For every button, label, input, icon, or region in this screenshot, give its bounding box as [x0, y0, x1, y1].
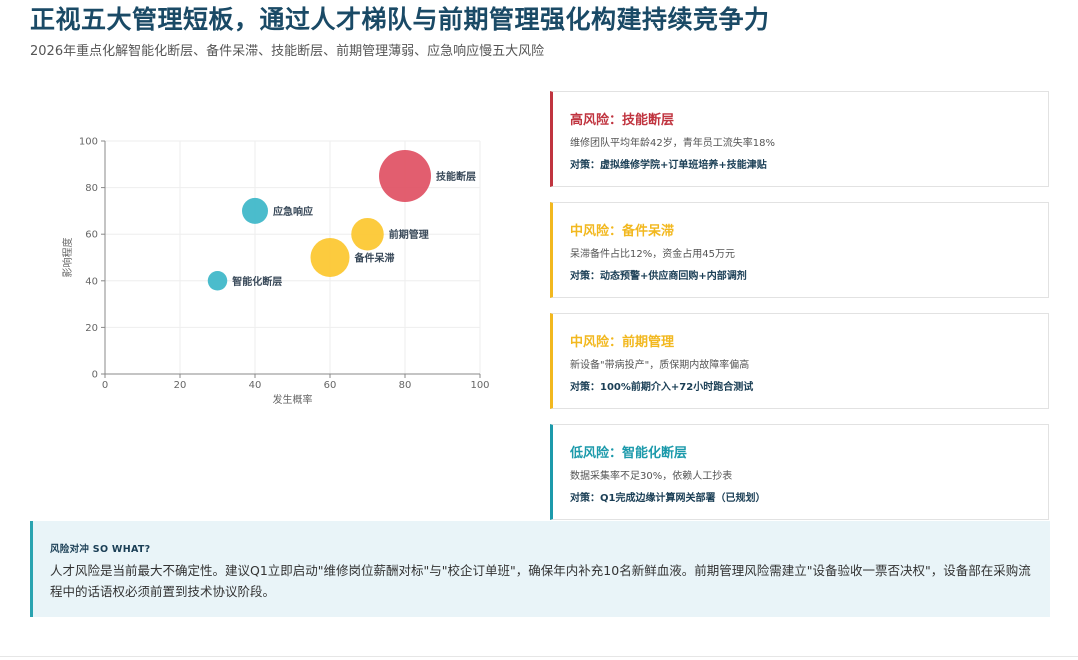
x-axis-label: 发生概率: [273, 393, 313, 406]
bubble-label: 应急响应: [273, 205, 313, 218]
risk-card-description: 呆滞备件占比12%，资金占用45万元: [570, 249, 735, 260]
y-axis-label: 影响程度: [61, 238, 74, 278]
y-tick-label: 60: [85, 230, 98, 241]
risk-card-description: 维修团队平均年龄42岁，青年员工流失率18%: [570, 138, 775, 149]
x-tick-label: 80: [399, 380, 412, 391]
x-tick-label: 20: [174, 380, 187, 391]
risk-card-measure: 对策：Q1完成边缘计算网关部署（已规划）: [570, 493, 766, 504]
so-what-callout: 风险对冲 SO WHAT? 人才风险是当前最大不确定性。建议Q1立即启动"维修岗…: [30, 521, 1050, 617]
risk-card-low-intelligence: 低风险：智能化断层 数据采集率不足30%，依赖人工抄表 对策：Q1完成边缘计算网…: [550, 424, 1049, 520]
y-tick-label: 20: [85, 323, 98, 334]
x-tick-label: 100: [470, 380, 489, 391]
page-subtitle: 2026年重点化解智能化断层、备件呆滞、技能断层、前期管理薄弱、应急响应慢五大风…: [30, 44, 545, 59]
risk-card-description: 数据采集率不足30%，依赖人工抄表: [570, 471, 733, 482]
bubble-label: 前期管理: [389, 228, 429, 241]
bubble: [207, 271, 228, 291]
bubble-label: 技能断层: [436, 170, 476, 183]
bubble-label: 备件呆滞: [354, 252, 395, 265]
so-what-text: 人才风险是当前最大不确定性。建议Q1立即启动"维修岗位薪酬对标"与"校企订单班"…: [50, 563, 1031, 599]
chart-axes: 0 20 40 60 80 100 0 20 40 60 80 100 发生概率 影响程度: [61, 137, 490, 407]
bubble: [351, 217, 384, 251]
x-tick-label: 40: [249, 380, 262, 391]
bubble: [242, 197, 268, 224]
footer-divider: [0, 656, 1078, 657]
y-tick-label: 40: [85, 276, 98, 287]
chart-bubbles: [207, 149, 431, 291]
so-what-label: 风险对冲 SO WHAT?: [50, 544, 151, 555]
risk-card-measure: 对策：100%前期介入+72小时跑合测试: [570, 382, 754, 393]
bubble: [310, 238, 350, 277]
page-title: 正视五大管理短板，通过人才梯队与前期管理强化构建持续竞争力: [30, 5, 770, 34]
bubble-label: 智能化断层: [232, 275, 282, 288]
risk-card-title: 高风险：技能断层: [570, 113, 675, 128]
risk-card-high-skill: 高风险：技能断层 维修团队平均年龄42岁，青年员工流失率18% 对策：虚拟维修学…: [550, 91, 1049, 187]
risk-card-measure: 对策：虚拟维修学院+订单班培养+技能津贴: [570, 160, 767, 171]
bubble: [379, 149, 431, 202]
y-tick-label: 100: [79, 137, 98, 148]
risk-card-medium-preliminary: 中风险：前期管理 新设备"带病投产"，质保期内故障率偏高 对策：100%前期介入…: [550, 313, 1049, 409]
risk-card-medium-spares: 中风险：备件呆滞 呆滞备件占比12%，资金占用45万元 对策：动态预警+供应商回…: [550, 202, 1049, 298]
y-tick-label: 0: [92, 370, 98, 381]
risk-card-description: 新设备"带病投产"，质保期内故障率偏高: [570, 360, 750, 371]
risk-card-title: 中风险：备件呆滞: [570, 224, 675, 239]
y-tick-label: 80: [85, 183, 98, 194]
risk-card-measure: 对策：动态预警+供应商回购+内部调剂: [570, 271, 747, 282]
risk-bubble-chart: 0 20 40 60 80 100 0 20 40 60 80 100 发生概率 影响程度 技能断层备件呆…: [61, 137, 490, 407]
risk-card-title: 中风险：前期管理: [570, 335, 675, 350]
risk-card-title: 低风险：智能化断层: [570, 446, 688, 461]
x-tick-label: 0: [102, 380, 108, 391]
x-tick-label: 60: [324, 380, 337, 391]
